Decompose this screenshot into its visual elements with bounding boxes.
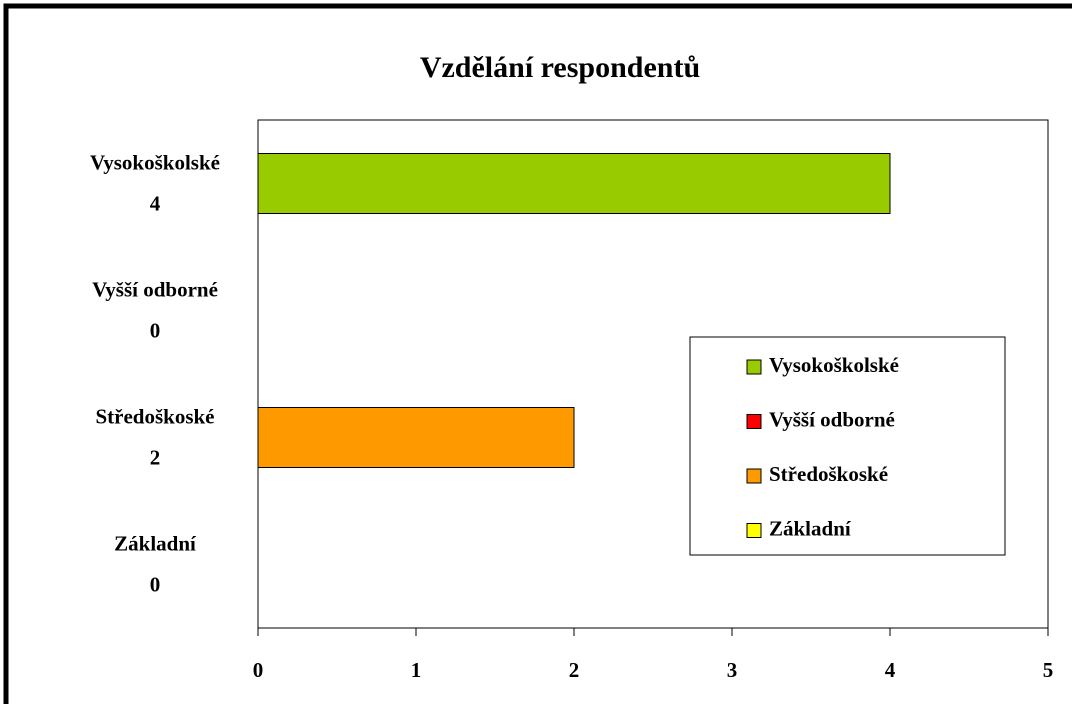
bar [257,153,891,214]
x-tick-label: 0 [253,658,264,682]
y-tick-label: Středoškoské [95,404,214,428]
x-tick-label: 3 [727,658,738,682]
data-label: 0 [150,318,161,342]
y-tick-label: Vysokoškolské [90,150,220,174]
legend-label: Vysokoškolské [769,353,899,377]
y-tick-label: Vyšší odborné [92,277,218,301]
data-label: 0 [150,572,161,596]
bar [257,407,575,468]
y-tick-label: Základní [114,531,197,555]
x-tick-label: 5 [1043,658,1054,682]
legend-label: Středoškoské [769,462,888,486]
chart-title: Vzdělání respondentů [420,51,700,84]
data-label: 4 [150,191,161,215]
legend-label: Základní [769,516,852,540]
x-tick-label: 2 [569,658,580,682]
x-tick-label: 1 [411,658,422,682]
x-tick-label: 4 [885,658,896,682]
data-label: 2 [150,445,161,469]
legend-swatch [746,468,762,484]
legend-label: Vyšší odborné [769,407,895,431]
legend-swatch [746,414,762,429]
legend [689,336,1006,556]
legend-swatch [746,523,762,538]
legend-swatch [746,359,762,375]
